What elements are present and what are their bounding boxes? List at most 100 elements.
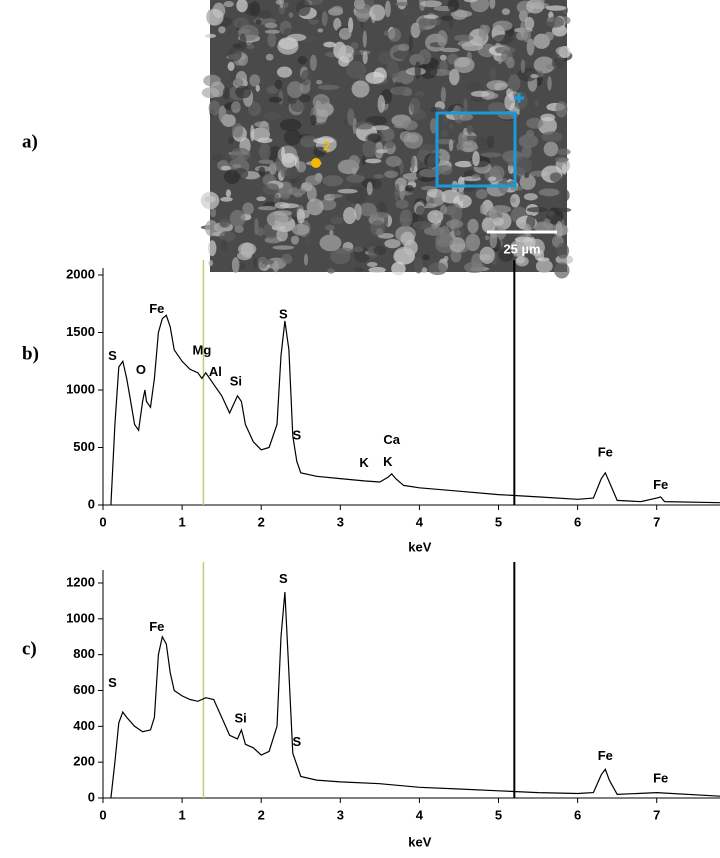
grain [222,87,231,100]
grain [312,107,329,123]
x-tick-label: 3 [337,514,344,529]
grain [362,30,367,48]
x-tick-label: 2 [258,807,265,822]
grain [492,20,513,32]
grain [440,86,447,103]
grain [295,161,307,173]
peak-label: Ca [383,432,400,447]
grain [272,260,279,273]
grain [257,205,277,211]
grain [423,14,439,19]
grain [414,61,421,79]
grain [541,131,563,143]
grain [283,129,302,146]
grain [368,212,390,219]
grain [281,253,293,264]
grain [538,188,560,197]
grain [345,61,367,79]
grain [497,119,505,124]
grain [273,193,280,205]
grain [247,101,261,117]
grain [386,60,400,79]
grain [255,19,262,25]
grain [264,22,278,29]
grain [220,239,228,251]
grain [338,27,352,40]
grain [547,76,552,91]
grain [486,80,509,91]
grain [323,41,336,48]
grain [418,62,438,79]
grain [298,94,311,103]
x-tick-label: 1 [178,514,185,529]
y-tick-label: 1000 [66,381,95,396]
grain [543,141,559,157]
grain [338,56,350,67]
grain [480,152,502,158]
grain [470,0,490,13]
grain [489,231,498,249]
grain [300,135,317,148]
grain [276,228,288,242]
grain [223,169,240,185]
grain [258,9,272,20]
grain [327,268,335,274]
x-tick-label: 2 [258,514,265,529]
panel-label: a) [22,131,38,152]
grain [561,189,570,202]
grain [440,47,460,53]
grain [249,74,261,87]
grain [235,85,251,99]
grain [533,56,555,74]
grain [347,108,355,126]
grain [306,198,324,216]
grain [204,33,217,39]
grain [545,16,565,28]
grain [312,93,330,111]
panel-label: b) [22,343,39,364]
grain [384,170,399,179]
grain [510,197,516,203]
grain [524,16,535,30]
grain [369,4,386,21]
grain [346,174,365,183]
grain [329,230,334,235]
grain [362,51,368,64]
grain [457,113,474,121]
grain [256,227,265,237]
grain [288,12,294,18]
grain [303,253,309,266]
grain [422,254,430,261]
grain [353,267,364,272]
grain [526,207,548,213]
grain [370,220,386,236]
grain [506,56,515,69]
grain [352,49,361,62]
grain [310,114,317,126]
grain [268,96,283,103]
grain [207,240,217,257]
grain [461,41,484,51]
grain [280,147,286,159]
grain [362,140,377,158]
grain [300,69,313,86]
grain [410,22,421,39]
grain [394,1,409,6]
y-tick-label: 200 [73,754,95,769]
grain [230,101,241,114]
grain [237,251,253,261]
x-tick-label: 0 [99,807,106,822]
grain [282,2,289,8]
grain [406,133,419,143]
grain [280,193,291,200]
grain [266,85,279,95]
grain [393,50,415,60]
spectrum [110,314,720,506]
x-tick-label: 4 [416,807,424,822]
grain [306,185,317,202]
grain [420,0,442,8]
grain [290,235,300,245]
grain [365,71,385,84]
grain [393,246,415,265]
grain [313,146,327,157]
